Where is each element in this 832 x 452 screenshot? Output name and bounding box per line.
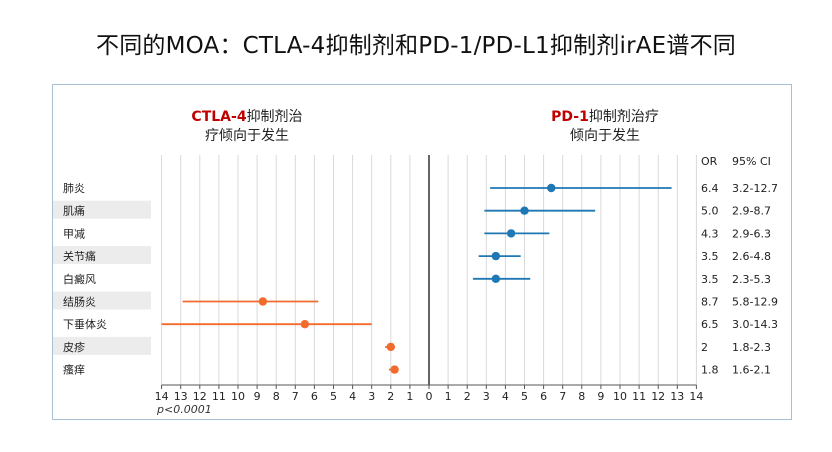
tick-label: 7 <box>559 390 566 403</box>
tick-label: 10 <box>613 390 627 403</box>
row-stripe <box>53 246 151 265</box>
or-value: 6.5 <box>701 318 719 331</box>
row-label: 关节痛 <box>63 249 96 263</box>
point-estimate <box>506 229 516 238</box>
row-stripe <box>53 336 151 355</box>
tick-label: 5 <box>521 390 528 403</box>
right-header-highlight: PD-1 <box>551 109 589 125</box>
left-header-highlight: CTLA-4 <box>191 109 246 125</box>
row-stripes <box>53 200 151 355</box>
tick-label: 3 <box>368 390 375 403</box>
point-estimate <box>491 251 501 261</box>
tick-label: 9 <box>254 390 261 403</box>
point-estimate <box>386 342 395 352</box>
right-header-rest: 抑制剂治疗 <box>589 109 659 125</box>
or-value: 3.5 <box>701 250 719 263</box>
tick-label: 1 <box>445 390 452 403</box>
tick-label: 3 <box>483 390 490 403</box>
forest-plot-panel: CTLA-4抑制剂治 疗倾向于发生 PD-1抑制剂治疗 倾向于发生 OR 95%… <box>52 84 792 420</box>
ci-column-header: 95% CI <box>732 155 771 168</box>
tick-label: 11 <box>212 390 226 403</box>
point-estimate <box>547 183 556 193</box>
tick-label: 12 <box>193 390 207 403</box>
row-label: 白癜风 <box>63 272 96 286</box>
row-label: 肺炎 <box>63 182 85 195</box>
tick-label: 2 <box>387 390 394 403</box>
tick-label: 2 <box>464 390 471 403</box>
tick-label: 0 <box>426 390 433 403</box>
tick-label: 1 <box>406 390 413 403</box>
tick-label: 8 <box>273 390 280 403</box>
right-header-line2: 倾向于发生 <box>570 128 640 144</box>
tick-label: 14 <box>689 390 703 403</box>
or-value: 1.8 <box>701 364 719 377</box>
point-estimate <box>300 320 310 329</box>
forest-plot: CTLA-4抑制剂治 疗倾向于发生 PD-1抑制剂治疗 倾向于发生 OR 95%… <box>53 109 778 416</box>
tick-label: 7 <box>292 390 299 403</box>
tick-label: 11 <box>632 390 646 403</box>
tick-label: 9 <box>597 390 604 403</box>
or-value: 5.0 <box>701 205 719 218</box>
tick-label: 12 <box>651 390 665 403</box>
tick-label: 8 <box>578 390 585 403</box>
row-label: 结肠炎 <box>63 296 96 309</box>
row-label: 肌痛 <box>63 204 85 218</box>
tick-label: 13 <box>174 390 188 403</box>
p-value: p<0.0001 <box>156 403 212 416</box>
left-header-line1: CTLA-4抑制剂治 <box>191 109 302 125</box>
tick-label: 6 <box>540 390 547 403</box>
row-label: 甲减 <box>63 227 85 240</box>
or-value: 2 <box>701 341 708 354</box>
grid-lines <box>161 155 697 385</box>
ci-value: 5.8-12.9 <box>732 296 778 309</box>
point-estimate <box>258 297 268 306</box>
ci-value: 2.9-6.3 <box>732 227 771 240</box>
ci-value: 2.3-5.3 <box>732 273 771 286</box>
ci-value: 3.0-14.3 <box>732 318 778 331</box>
x-axis-ticks: 14 13 12 11 10 9 8 7 6 5 4 3 2 1 0 1 2 3 4 5 6 7 8 9 10 11 12 13 14 <box>155 385 703 403</box>
left-header-line2: 疗倾向于发生 <box>205 128 289 144</box>
or-value: 3.5 <box>701 273 719 286</box>
row-label: 皮疹 <box>63 340 85 354</box>
row-label: 瘙痒 <box>63 363 85 377</box>
point-estimate <box>520 206 529 215</box>
tick-label: 4 <box>502 390 509 403</box>
page-title: 不同的MOA：CTLA-4抑制剂和PD-1/PD-L1抑制剂irAE谱不同 <box>96 33 736 59</box>
or-value: 6.4 <box>701 182 719 195</box>
ci-value: 2.6-4.8 <box>732 250 771 263</box>
left-header-rest: 抑制剂治 <box>247 109 303 125</box>
or-value: 8.7 <box>701 296 719 309</box>
or-column-header: OR <box>701 155 718 168</box>
row-stripe <box>53 291 151 310</box>
tick-label: 4 <box>349 390 356 403</box>
tick-label: 6 <box>311 390 318 403</box>
or-value: 4.3 <box>701 227 719 240</box>
row-stripe <box>53 200 151 219</box>
right-header-line1: PD-1抑制剂治疗 <box>551 109 659 125</box>
tick-label: 10 <box>231 390 245 403</box>
tick-label: 14 <box>155 390 169 403</box>
point-estimate <box>491 274 501 283</box>
tick-label: 13 <box>670 390 684 403</box>
ci-value: 3.2-12.7 <box>732 182 778 195</box>
ci-value: 1.6-2.1 <box>732 364 771 377</box>
point-estimate <box>390 365 399 374</box>
ci-value: 2.9-8.7 <box>732 205 771 218</box>
row-label: 下垂体炎 <box>63 317 107 331</box>
tick-label: 5 <box>330 390 337 403</box>
ci-value: 1.8-2.3 <box>732 341 771 354</box>
forest-rows: 肺炎 6.4 3.2-12.7 肌痛 5.0 2.9-8.7 甲减 4.3 2.9-6.3 关节痛… <box>63 182 778 377</box>
